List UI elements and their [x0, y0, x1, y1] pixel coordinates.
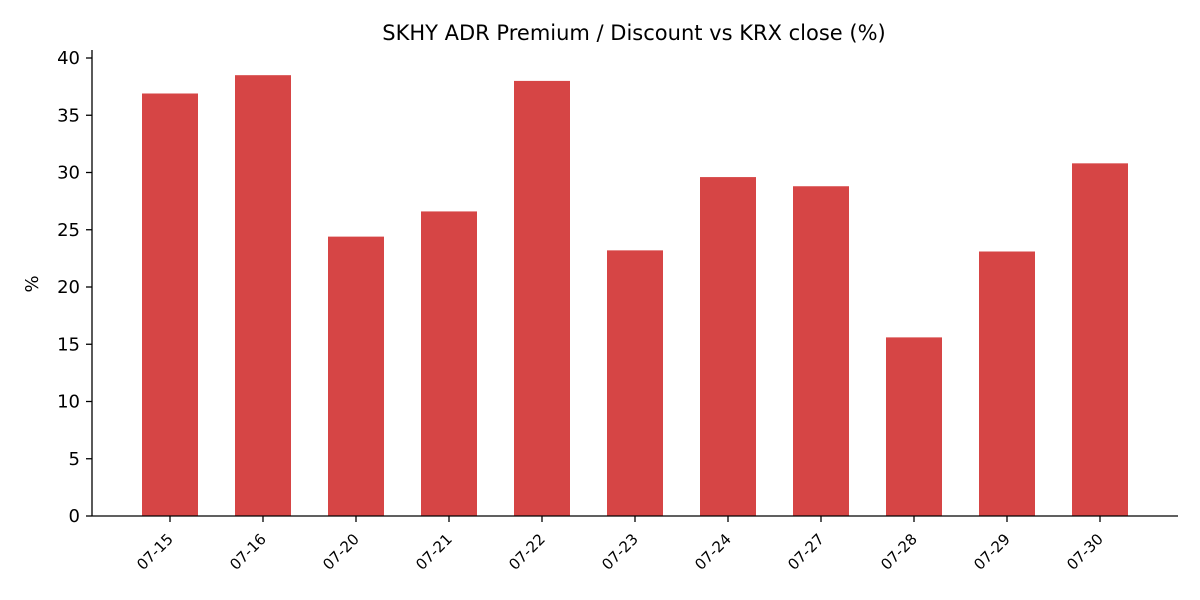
- x-tick-label: 07-27: [784, 530, 828, 574]
- y-tick-label: 35: [57, 105, 80, 126]
- x-tick-label: 07-29: [970, 530, 1014, 574]
- bar-07-15: [142, 93, 198, 517]
- bar-07-23: [607, 250, 663, 517]
- bar-07-28: [886, 337, 942, 516]
- bar-07-27: [793, 186, 849, 517]
- y-tick-label: 10: [57, 392, 80, 413]
- bar-07-21: [421, 211, 477, 516]
- y-tick-label: 0: [69, 506, 80, 527]
- y-axis-label: %: [22, 275, 43, 292]
- x-axis: 07-15 07-16 07-20 07-21 07-22 07-23 07-24 07-27…: [92, 515, 1178, 574]
- bars-group: [142, 75, 1128, 517]
- chart-title: SKHY ADR Premium / Discount vs KRX close…: [382, 21, 886, 45]
- y-tick-label: 20: [57, 277, 80, 298]
- bar-07-20: [328, 236, 384, 516]
- x-tick-label: 07-20: [319, 530, 363, 574]
- bar-07-30: [1072, 163, 1128, 516]
- x-tick-label: 07-30: [1063, 530, 1107, 574]
- y-tick-label: 30: [57, 163, 80, 184]
- x-tick-label: 07-24: [691, 530, 735, 574]
- x-tick-label: 07-22: [505, 530, 549, 574]
- y-tick-label: 15: [57, 334, 80, 355]
- bar-07-29: [979, 251, 1035, 516]
- y-tick-label: 25: [57, 220, 80, 241]
- x-tick-label: 07-28: [877, 530, 921, 574]
- y-axis: 0 5 10 15 20 25 30 35 40: [57, 48, 93, 527]
- y-tick-label: 5: [69, 449, 80, 470]
- bar-07-24: [700, 177, 756, 516]
- x-tick-label: 07-15: [133, 530, 177, 574]
- y-tick-label: 40: [57, 48, 80, 69]
- x-tick-label: 07-16: [226, 530, 270, 574]
- x-tick-label: 07-21: [412, 530, 456, 574]
- bar-07-16: [235, 75, 291, 517]
- x-tick-label: 07-23: [598, 530, 642, 574]
- bar-07-22: [514, 80, 570, 517]
